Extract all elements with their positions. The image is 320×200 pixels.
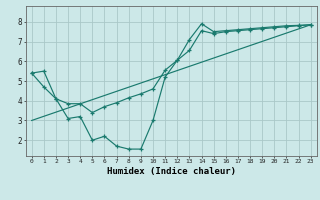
X-axis label: Humidex (Indice chaleur): Humidex (Indice chaleur): [107, 167, 236, 176]
